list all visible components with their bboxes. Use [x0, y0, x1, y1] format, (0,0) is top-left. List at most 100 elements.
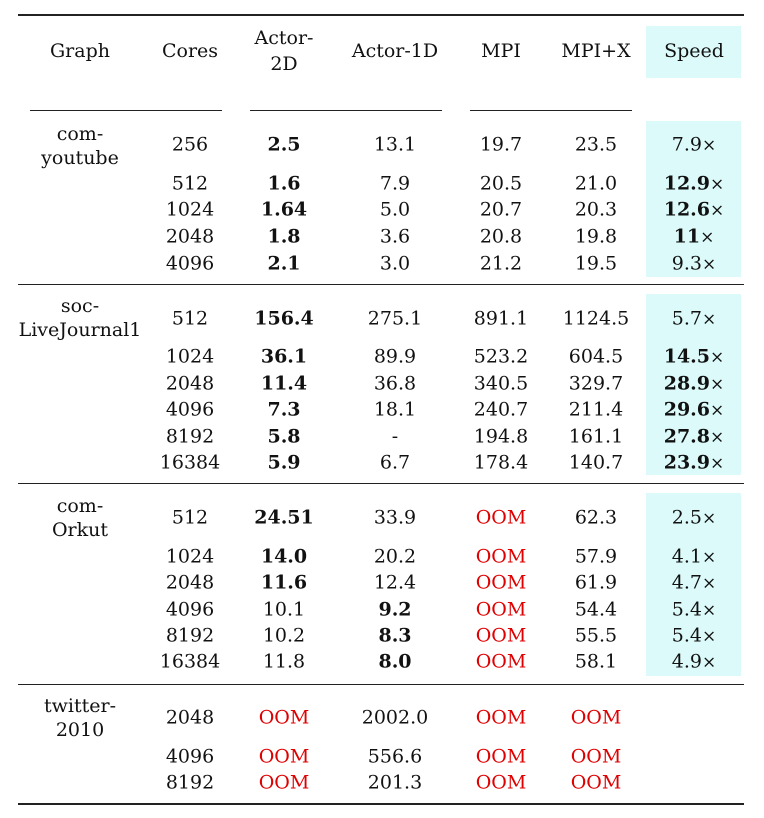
- graph-name: com- Orkut: [51, 495, 109, 541]
- speed-cell: 23.9×: [663, 451, 725, 474]
- cores-cell: 4096: [165, 398, 215, 421]
- times-symbol: ×: [710, 200, 725, 221]
- mpi-x-cell: 55.5: [574, 624, 618, 647]
- mpi-cell: OOM: [475, 571, 527, 594]
- actor-2d-cell: 156.4: [254, 307, 314, 330]
- mpi-x-cell: 23.5: [574, 133, 618, 156]
- speed-cell: 27.8×: [663, 425, 725, 448]
- mpi-x-cell: 211.4: [568, 398, 624, 421]
- mpi-cell: OOM: [475, 624, 527, 647]
- speed-cell: 12.6×: [664, 200, 725, 221]
- actor-2d-cell: 14.0: [260, 545, 308, 568]
- times-symbol: ×: [701, 573, 717, 594]
- speed-value: 28.9: [663, 372, 711, 395]
- times-symbol: ×: [700, 227, 715, 248]
- header-actor-2d: Actor- 2D: [254, 27, 314, 75]
- mpi-cell: 240.7: [473, 398, 529, 421]
- header-mpi-x: MPI+X: [561, 40, 631, 62]
- mpi-cell: 178.4: [473, 451, 529, 474]
- actor-1d-cell: 556.6: [367, 745, 423, 768]
- actor-2d-cell: 2.5: [267, 133, 301, 156]
- actor-1d-cell: 13.1: [373, 133, 417, 156]
- actor-1d-cell: 8.0: [378, 650, 412, 673]
- cores-cell: 512: [171, 506, 209, 529]
- actor-1d-cell: -: [391, 425, 399, 448]
- actor-2d-cell: 11.6: [260, 571, 308, 594]
- speed-value: 5.7: [671, 307, 702, 330]
- times-symbol: ×: [710, 347, 725, 368]
- actor-1d-cell: 8.3: [378, 624, 412, 647]
- header-graph: Graph: [50, 40, 110, 62]
- mpi-x-cell: 54.4: [574, 598, 618, 621]
- cores-cell: 8192: [165, 624, 215, 647]
- actor-1d-cell: 89.9: [373, 345, 417, 368]
- mpi-x-cell: 21.0: [574, 172, 618, 195]
- speed-cell: 4.1×: [671, 545, 716, 568]
- cores-cell: 2048: [165, 571, 215, 594]
- times-symbol: ×: [710, 374, 725, 395]
- group-rule-3: [18, 684, 744, 685]
- mpi-cell: 340.5: [473, 372, 529, 395]
- cores-cell: 512: [171, 307, 209, 330]
- cores-cell: 1024: [165, 198, 215, 221]
- mpi-x-cell: 604.5: [568, 345, 624, 368]
- cores-cell: 2048: [165, 706, 215, 729]
- cores-cell: 16384: [159, 650, 221, 673]
- speed-cell: 7.9×: [671, 133, 717, 156]
- actor-1d-cell: 36.8: [373, 372, 417, 395]
- speed-value: 5.4: [671, 598, 702, 621]
- actor-2d-cell: 7.3: [267, 398, 301, 421]
- speed-value: 27.8: [663, 425, 711, 448]
- actor-2d-cell: 5.8: [267, 425, 301, 448]
- mpi-cell: 19.7: [479, 133, 523, 156]
- mpi-x-cell: 19.8: [574, 225, 618, 248]
- speed-value: 7.9: [671, 133, 702, 156]
- times-symbol: ×: [710, 453, 725, 474]
- speed-cell: 12.9×: [664, 174, 725, 195]
- mpi-x-cell: OOM: [570, 771, 622, 794]
- mpi-x-cell: OOM: [570, 706, 622, 729]
- actor-1d-cell: 275.1: [367, 307, 423, 330]
- actor-1d-cell: 6.7: [379, 451, 411, 474]
- cores-cell: 1024: [165, 345, 215, 368]
- speed-value: 5.4: [671, 624, 702, 647]
- actor-1d-cell: 33.9: [373, 506, 417, 529]
- times-symbol: ×: [710, 174, 725, 195]
- graph-name: twitter- 2010: [44, 695, 116, 741]
- actor-2d-cell: OOM: [258, 771, 310, 794]
- mpi-x-cell: 329.7: [568, 372, 624, 395]
- mpi-x-cell: 62.3: [574, 506, 618, 529]
- times-symbol: ×: [710, 427, 725, 448]
- mpi-cell: OOM: [475, 745, 527, 768]
- speed-value: 23.9: [663, 451, 711, 474]
- speed-value: 4.7: [671, 571, 702, 594]
- actor-1d-cell: 18.1: [373, 398, 417, 421]
- times-symbol: ×: [701, 135, 717, 156]
- mpi-cell: 523.2: [473, 345, 529, 368]
- speed-shade-group-1: [646, 121, 741, 277]
- speed-cell: 29.6×: [663, 398, 725, 421]
- mpi-cell: 891.1: [473, 307, 529, 330]
- speed-value: 4.9: [671, 650, 702, 673]
- actor-2d-cell: 24.51: [254, 506, 314, 529]
- times-symbol: ×: [710, 400, 725, 421]
- speed-value: 14.5: [663, 345, 711, 368]
- actor-2d-cell: OOM: [258, 706, 310, 729]
- mpi-cell: OOM: [475, 545, 527, 568]
- speed-value: 2.5: [671, 506, 702, 529]
- header-actor-1d: Actor-1D: [351, 40, 439, 62]
- header-mpi: MPI: [481, 40, 521, 62]
- speed-value: 9.3: [671, 252, 702, 275]
- cores-cell: 8192: [165, 771, 215, 794]
- mpi-x-cell: 161.1: [568, 425, 624, 448]
- speed-shade-group-2: [646, 294, 741, 475]
- actor-1d-cell: 2002.0: [361, 706, 429, 729]
- times-symbol: ×: [701, 600, 717, 621]
- speed-value: 29.6: [663, 398, 711, 421]
- actor-2d-cell: 10.1: [262, 598, 306, 621]
- speed-value: 4.1: [671, 545, 702, 568]
- speed-header-shade: [646, 26, 741, 78]
- bottom-rule: [18, 803, 744, 805]
- actor-2d-cell: 1.64: [260, 198, 308, 221]
- times-symbol: ×: [701, 652, 717, 673]
